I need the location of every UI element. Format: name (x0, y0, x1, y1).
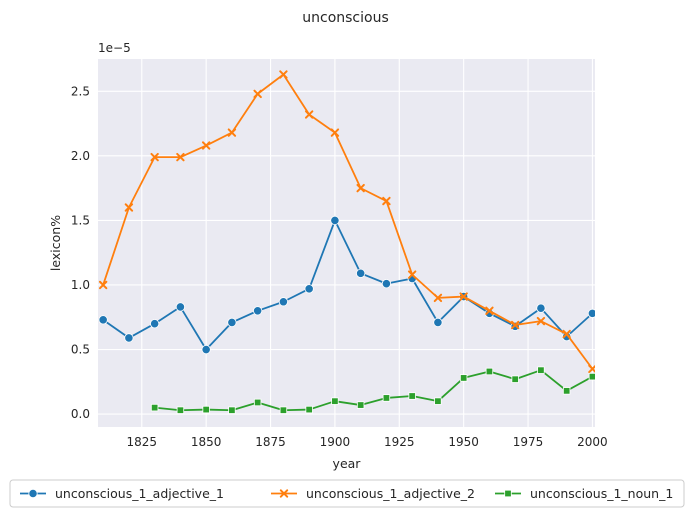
y-tick-label: 0.0 (71, 407, 90, 421)
data-point (150, 152, 159, 162)
data-point (304, 110, 314, 119)
data-point (536, 303, 546, 313)
x-tick-labels: 1825 1850 1875 1900 1925 1950 1975 2000 (127, 435, 608, 449)
data-point (253, 89, 262, 99)
data-point (433, 317, 443, 328)
data-point (150, 319, 160, 329)
data-point (356, 401, 365, 409)
series-unconscious_1_adjective_2 (98, 70, 595, 374)
chart-title: unconscious (302, 10, 389, 26)
legend-item: unconscious_1_adjective_1 (20, 486, 224, 501)
legend-label: unconscious_1_adjective_2 (306, 486, 475, 501)
data-point (331, 397, 339, 405)
series-line (154, 369, 593, 412)
data-point (537, 366, 545, 374)
data-point (434, 397, 442, 405)
data-point (587, 308, 595, 318)
data-point (433, 293, 443, 303)
legend: unconscious_1_adjective_1 unconscious_1_a… (9, 479, 685, 508)
data-point (124, 333, 134, 343)
series-line (102, 219, 594, 351)
data-point (202, 405, 210, 414)
y-tick-label: 1.5 (71, 213, 90, 227)
series-lines (98, 70, 595, 414)
x-tick-label: 2000 (577, 435, 608, 449)
data-point (279, 70, 288, 79)
x-tick-label: 1825 (127, 435, 158, 449)
data-point (485, 306, 494, 315)
y-tick-label: 2.0 (71, 149, 90, 163)
legend-box (9, 479, 685, 508)
data-point (227, 128, 237, 137)
data-point (227, 317, 237, 328)
data-point (511, 375, 519, 383)
data-point (175, 302, 186, 312)
x-tick-label: 1925 (384, 435, 415, 449)
x-tick-label: 1900 (320, 435, 351, 449)
data-point (176, 406, 185, 414)
legend-label: unconscious_1_noun_1 (530, 486, 673, 501)
x-axis-label: year (333, 456, 362, 471)
data-point (382, 394, 391, 402)
data-point (124, 203, 134, 212)
data-point (408, 392, 416, 400)
legend-item: unconscious_1_adjective_2 (271, 486, 475, 501)
data-point (176, 152, 185, 162)
y-scale-label: 1e−5 (98, 41, 131, 55)
data-point (304, 284, 314, 294)
data-point (588, 364, 595, 374)
legend-marker (279, 489, 289, 498)
legend-marker (28, 488, 38, 499)
data-point (382, 196, 391, 206)
y-tick-label: 0.5 (71, 343, 90, 357)
data-point (407, 270, 417, 279)
series-line (102, 73, 594, 370)
data-point (562, 387, 571, 395)
data-point (305, 405, 313, 414)
legend-marker (504, 489, 512, 498)
data-point (356, 183, 365, 193)
x-tick-label: 1875 (255, 435, 286, 449)
x-tick-label: 1975 (513, 435, 544, 449)
data-point (253, 398, 262, 407)
data-point (150, 403, 159, 412)
data-point (485, 367, 494, 376)
data-point (356, 268, 366, 278)
grid-lines (98, 59, 595, 427)
data-point (536, 316, 546, 326)
series-unconscious_1_noun_1 (150, 366, 595, 414)
data-point (562, 329, 571, 339)
y-tick-labels: 0.0 0.5 1.0 1.5 2.0 2.5 (71, 84, 90, 421)
x-tick-label: 1850 (191, 435, 222, 449)
data-point (253, 306, 263, 316)
x-tick-label: 1950 (448, 435, 479, 449)
data-point (201, 344, 211, 355)
data-point (330, 128, 340, 137)
y-tick-label: 2.5 (71, 84, 90, 98)
data-point (98, 315, 108, 325)
data-point (510, 320, 520, 330)
legend-item: unconscious_1_noun_1 (495, 486, 673, 501)
data-point (98, 280, 108, 290)
data-point (228, 406, 236, 414)
data-point (201, 141, 211, 150)
data-point (279, 406, 288, 414)
legend-label: unconscious_1_adjective_1 (55, 486, 224, 501)
data-point (381, 279, 392, 289)
y-axis-label: lexicon% (48, 215, 63, 271)
data-point (562, 332, 572, 342)
data-point (278, 297, 289, 307)
data-point (459, 374, 468, 382)
y-tick-label: 1.0 (71, 278, 90, 292)
data-point (330, 215, 340, 226)
data-point (588, 372, 595, 381)
data-point (459, 292, 468, 301)
